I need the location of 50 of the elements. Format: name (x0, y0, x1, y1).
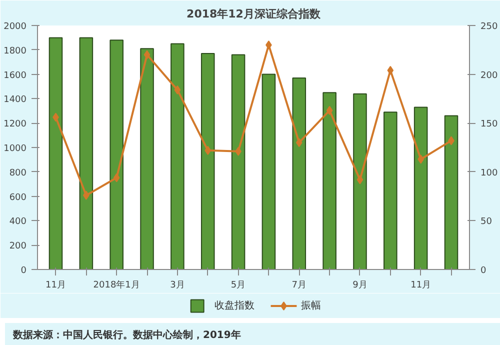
x-tick-label: 9月 (352, 280, 368, 290)
x-tick-label: 11月 (410, 280, 432, 290)
point (326, 106, 333, 115)
x-tick-label: 3月 (170, 280, 185, 290)
x-tick-label: 7月 (292, 280, 307, 290)
bar (110, 40, 124, 270)
bar (322, 92, 336, 270)
y-tick-label: 400 (9, 217, 27, 228)
y-tick-label: 1600 (4, 70, 27, 81)
bar (231, 54, 246, 270)
bar (444, 115, 458, 270)
y-tick-label: 1400 (4, 95, 27, 106)
y-tick-label: 2000 (4, 22, 27, 32)
chart-title: 2018年12月深证综合指数 (186, 8, 322, 20)
bar (200, 53, 215, 270)
y-tick-label: 800 (9, 168, 27, 178)
y2-tick-label: 250 (480, 22, 498, 32)
y2-tick-label: 200 (480, 70, 498, 81)
legend-label: 振幅 (301, 300, 322, 312)
bar (79, 37, 94, 270)
x-tick-label: 2018年1月 (93, 280, 140, 290)
point (144, 50, 150, 60)
source-note: 数据来源：中国人民银行。数据中心绘制，2019年 (13, 329, 241, 343)
y-tick-label: 600 (9, 192, 27, 203)
x-tick-label: 5月 (230, 280, 246, 290)
point (174, 85, 181, 94)
bar (414, 106, 428, 270)
point (387, 66, 394, 75)
point (356, 175, 364, 184)
y2-tick-label: 0 (480, 266, 486, 276)
y2-tick-label: 150 (480, 120, 498, 130)
bar (170, 43, 184, 270)
x-tick-label: 11月 (46, 280, 66, 290)
point (296, 138, 302, 148)
bar (262, 74, 276, 270)
point (204, 146, 212, 155)
y-tick-label: 1200 (4, 120, 27, 130)
y-tick-label: 0 (20, 266, 27, 276)
y-tick-label: 1000 (4, 144, 27, 154)
legend-label: 收盘指数 (214, 300, 255, 312)
bar (292, 77, 306, 270)
bar (384, 112, 398, 270)
y2-tick-label: 50 (480, 217, 492, 228)
bar (48, 37, 63, 270)
y-tick-label: 1800 (4, 46, 27, 56)
y-tick-label: 200 (9, 242, 27, 252)
y2-tick-label: 100 (480, 168, 498, 178)
bar (140, 48, 154, 270)
bar (353, 93, 367, 270)
point (113, 173, 120, 182)
